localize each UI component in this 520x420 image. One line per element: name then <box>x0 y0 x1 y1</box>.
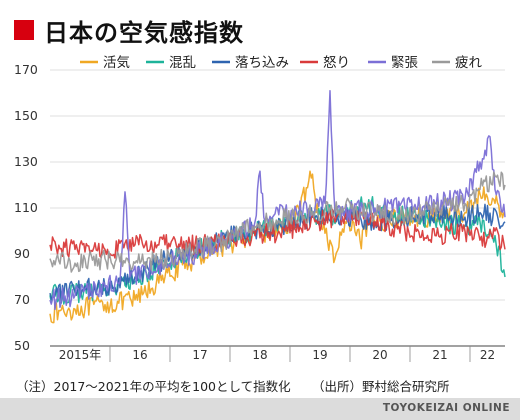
axes: 2015年 16 17 18 19 20 21 22 <box>59 346 495 362</box>
y-tick-label: 130 <box>14 154 38 169</box>
legend-label: 疲れ <box>455 54 482 71</box>
x-tick-label: 20 <box>372 348 387 362</box>
y-tick-label: 50 <box>14 338 30 353</box>
x-tick-label: 22 <box>480 348 495 362</box>
chart-title-text: 日本の空気感指数 <box>44 18 244 47</box>
x-tick-label: 17 <box>192 348 207 362</box>
source-note: （出所）野村総合研究所 <box>312 379 450 394</box>
y-tick-label: 170 <box>14 62 38 77</box>
footnote: （注）2017～2021年の平均を100として指数化 <box>16 379 291 394</box>
legend-label: 混乱 <box>169 55 196 71</box>
series-line-3 <box>49 203 506 303</box>
series-lines <box>49 89 506 324</box>
x-tick-label: 19 <box>312 348 327 362</box>
line-chart: 50 70 90 110 130 150 170 2015年 16 17 18 19 20 21 22 活… <box>14 54 506 362</box>
x-tick-label: 16 <box>132 348 147 362</box>
legend: 活気 混乱 落ち込み 怒り 緊張 疲れ <box>80 54 482 71</box>
chart-title: 日本の空気感指数 <box>14 12 244 48</box>
series-line-6 <box>49 171 506 273</box>
brand-label: TOYOKEIZAI ONLINE <box>382 402 510 414</box>
title-marker <box>14 20 34 40</box>
legend-label: 緊張 <box>391 55 418 71</box>
y-tick-label: 110 <box>14 200 38 215</box>
legend-label: 落ち込み <box>235 55 289 71</box>
series-line-5 <box>49 89 506 311</box>
series-line-4 <box>49 208 506 259</box>
y-tick-label: 70 <box>14 292 30 307</box>
y-tick-label: 90 <box>14 246 30 261</box>
x-tick-label: 18 <box>252 348 267 362</box>
x-tick-label: 21 <box>432 348 447 362</box>
y-tick-label: 150 <box>14 108 38 123</box>
legend-label: 怒り <box>323 55 350 71</box>
x-tick-label: 2015年 <box>59 348 102 362</box>
footer-bar: TOYOKEIZAI ONLINE <box>0 398 520 420</box>
legend-label: 活気 <box>103 55 130 71</box>
